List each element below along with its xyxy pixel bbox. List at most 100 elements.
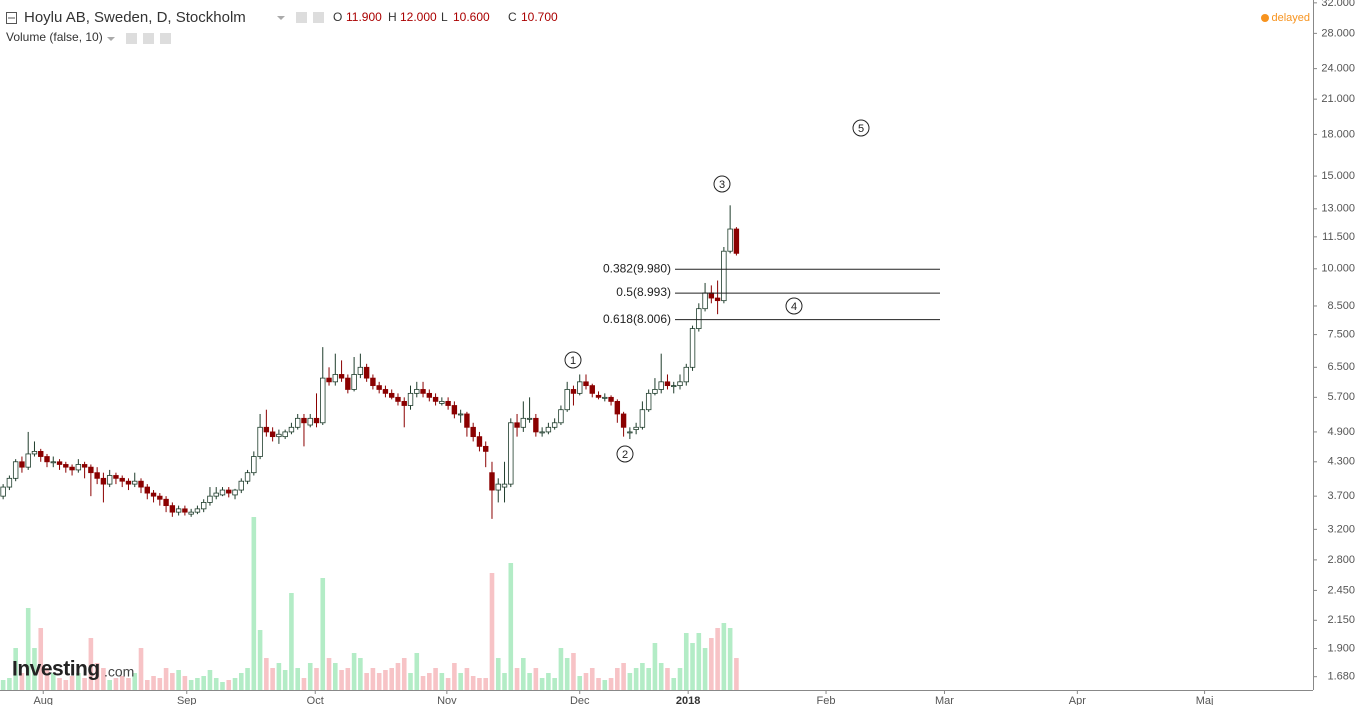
volume-bar [715,628,720,690]
candle-body [564,389,570,411]
x-tick-label: Dec [570,695,590,705]
candle-body [157,495,163,500]
volume-bar [364,673,369,690]
candle-body [451,405,458,415]
x-tick-label: Mar [935,695,954,705]
volume-bar [658,663,664,690]
candle-body [708,292,715,299]
y-tick-label: 28.000 [1321,27,1355,39]
candle-body [207,495,213,503]
candle-body [88,466,94,474]
volume-bar [289,593,294,690]
candle-body [269,431,276,438]
volume-bar [195,678,200,690]
volume-bar [370,668,376,690]
candle-body [714,297,721,302]
volume-bar [577,676,583,690]
dropdown[interactable] [107,37,115,41]
volume-bar [571,653,576,690]
volume-bar [683,633,689,690]
candle-body [326,377,332,383]
volume-bar [257,630,263,690]
logo-suffix: .com [104,664,134,680]
candle-body [733,228,740,254]
volume-bar [665,668,670,690]
volume-bar [157,678,163,690]
volume-bar [433,668,438,690]
fib-label: 0.382(9.980) [603,261,671,275]
volume-layer [0,517,739,690]
volume-bar [101,668,106,690]
y-tick-label: 4.900 [1327,426,1355,438]
candle-body [219,489,226,496]
candle-body [63,464,69,468]
volume-bar [251,517,257,690]
volume-bar [32,648,37,690]
candle-body [577,381,583,394]
volume-bar [151,676,156,690]
settings-icon[interactable] [296,12,307,23]
candle-body [382,389,389,394]
dropdown[interactable] [277,16,285,20]
candle-body [721,250,727,302]
candle-body [75,464,82,471]
volume-bar [163,668,169,690]
x-tick-label: Nov [437,695,457,705]
candle-body [483,445,489,452]
volume-bar [734,658,739,690]
candle-body [727,228,733,252]
candle-body [188,511,194,515]
wave-label: 1 [570,355,576,367]
volume-bar [25,608,31,690]
wave-circle [564,351,582,369]
candle-body [94,472,100,479]
volume-bar [702,648,708,690]
volume-bar [113,678,119,690]
x-tick-label: Maj [1196,695,1214,705]
x-tick-label: Feb [817,695,836,705]
candle-body [658,381,664,390]
candle-body [244,472,251,482]
y-tick-label: 6.500 [1327,361,1355,373]
volume-bar [383,670,388,690]
candle-body [376,385,382,390]
settings-icon[interactable] [126,33,137,44]
candle-body [50,461,56,464]
volume-bar [276,663,282,690]
hide-icon[interactable] [143,33,154,44]
ohlc-key: C [508,10,517,24]
candle-body [200,502,207,510]
candle-body [276,433,282,438]
volume-bar [132,673,138,690]
y-tick-label: 5.700 [1327,391,1355,403]
volume-bar [88,638,94,690]
candle-body [545,426,552,433]
volume-bar [389,668,395,690]
volume-bar [439,673,445,690]
wave-circle [852,119,870,137]
volume-bar [489,573,495,690]
y-tick-label: 2.800 [1327,554,1355,566]
volume-bar [358,658,363,690]
candle-body [19,461,25,468]
hide-icon[interactable] [313,12,324,23]
candle-body [132,480,138,485]
wave-label: 4 [791,301,797,313]
collapse-icon[interactable] [6,12,17,24]
volume-bar [596,678,601,690]
volume-bar [721,623,727,690]
volume-bar [13,648,18,690]
volume-label: Volume (false, 10) [6,30,103,44]
candle-body [238,480,244,491]
candle-body [439,400,445,404]
candle-body [169,505,176,513]
fib-label: 0.618(8.006) [603,312,671,326]
close-icon[interactable] [160,33,171,44]
candle-body [583,381,589,387]
candle-body [683,366,689,383]
volume-bar [7,678,12,690]
candle-body [257,426,263,457]
volume-bar [709,638,714,690]
wave-label: 5 [858,123,864,135]
volume-bar [401,658,407,690]
